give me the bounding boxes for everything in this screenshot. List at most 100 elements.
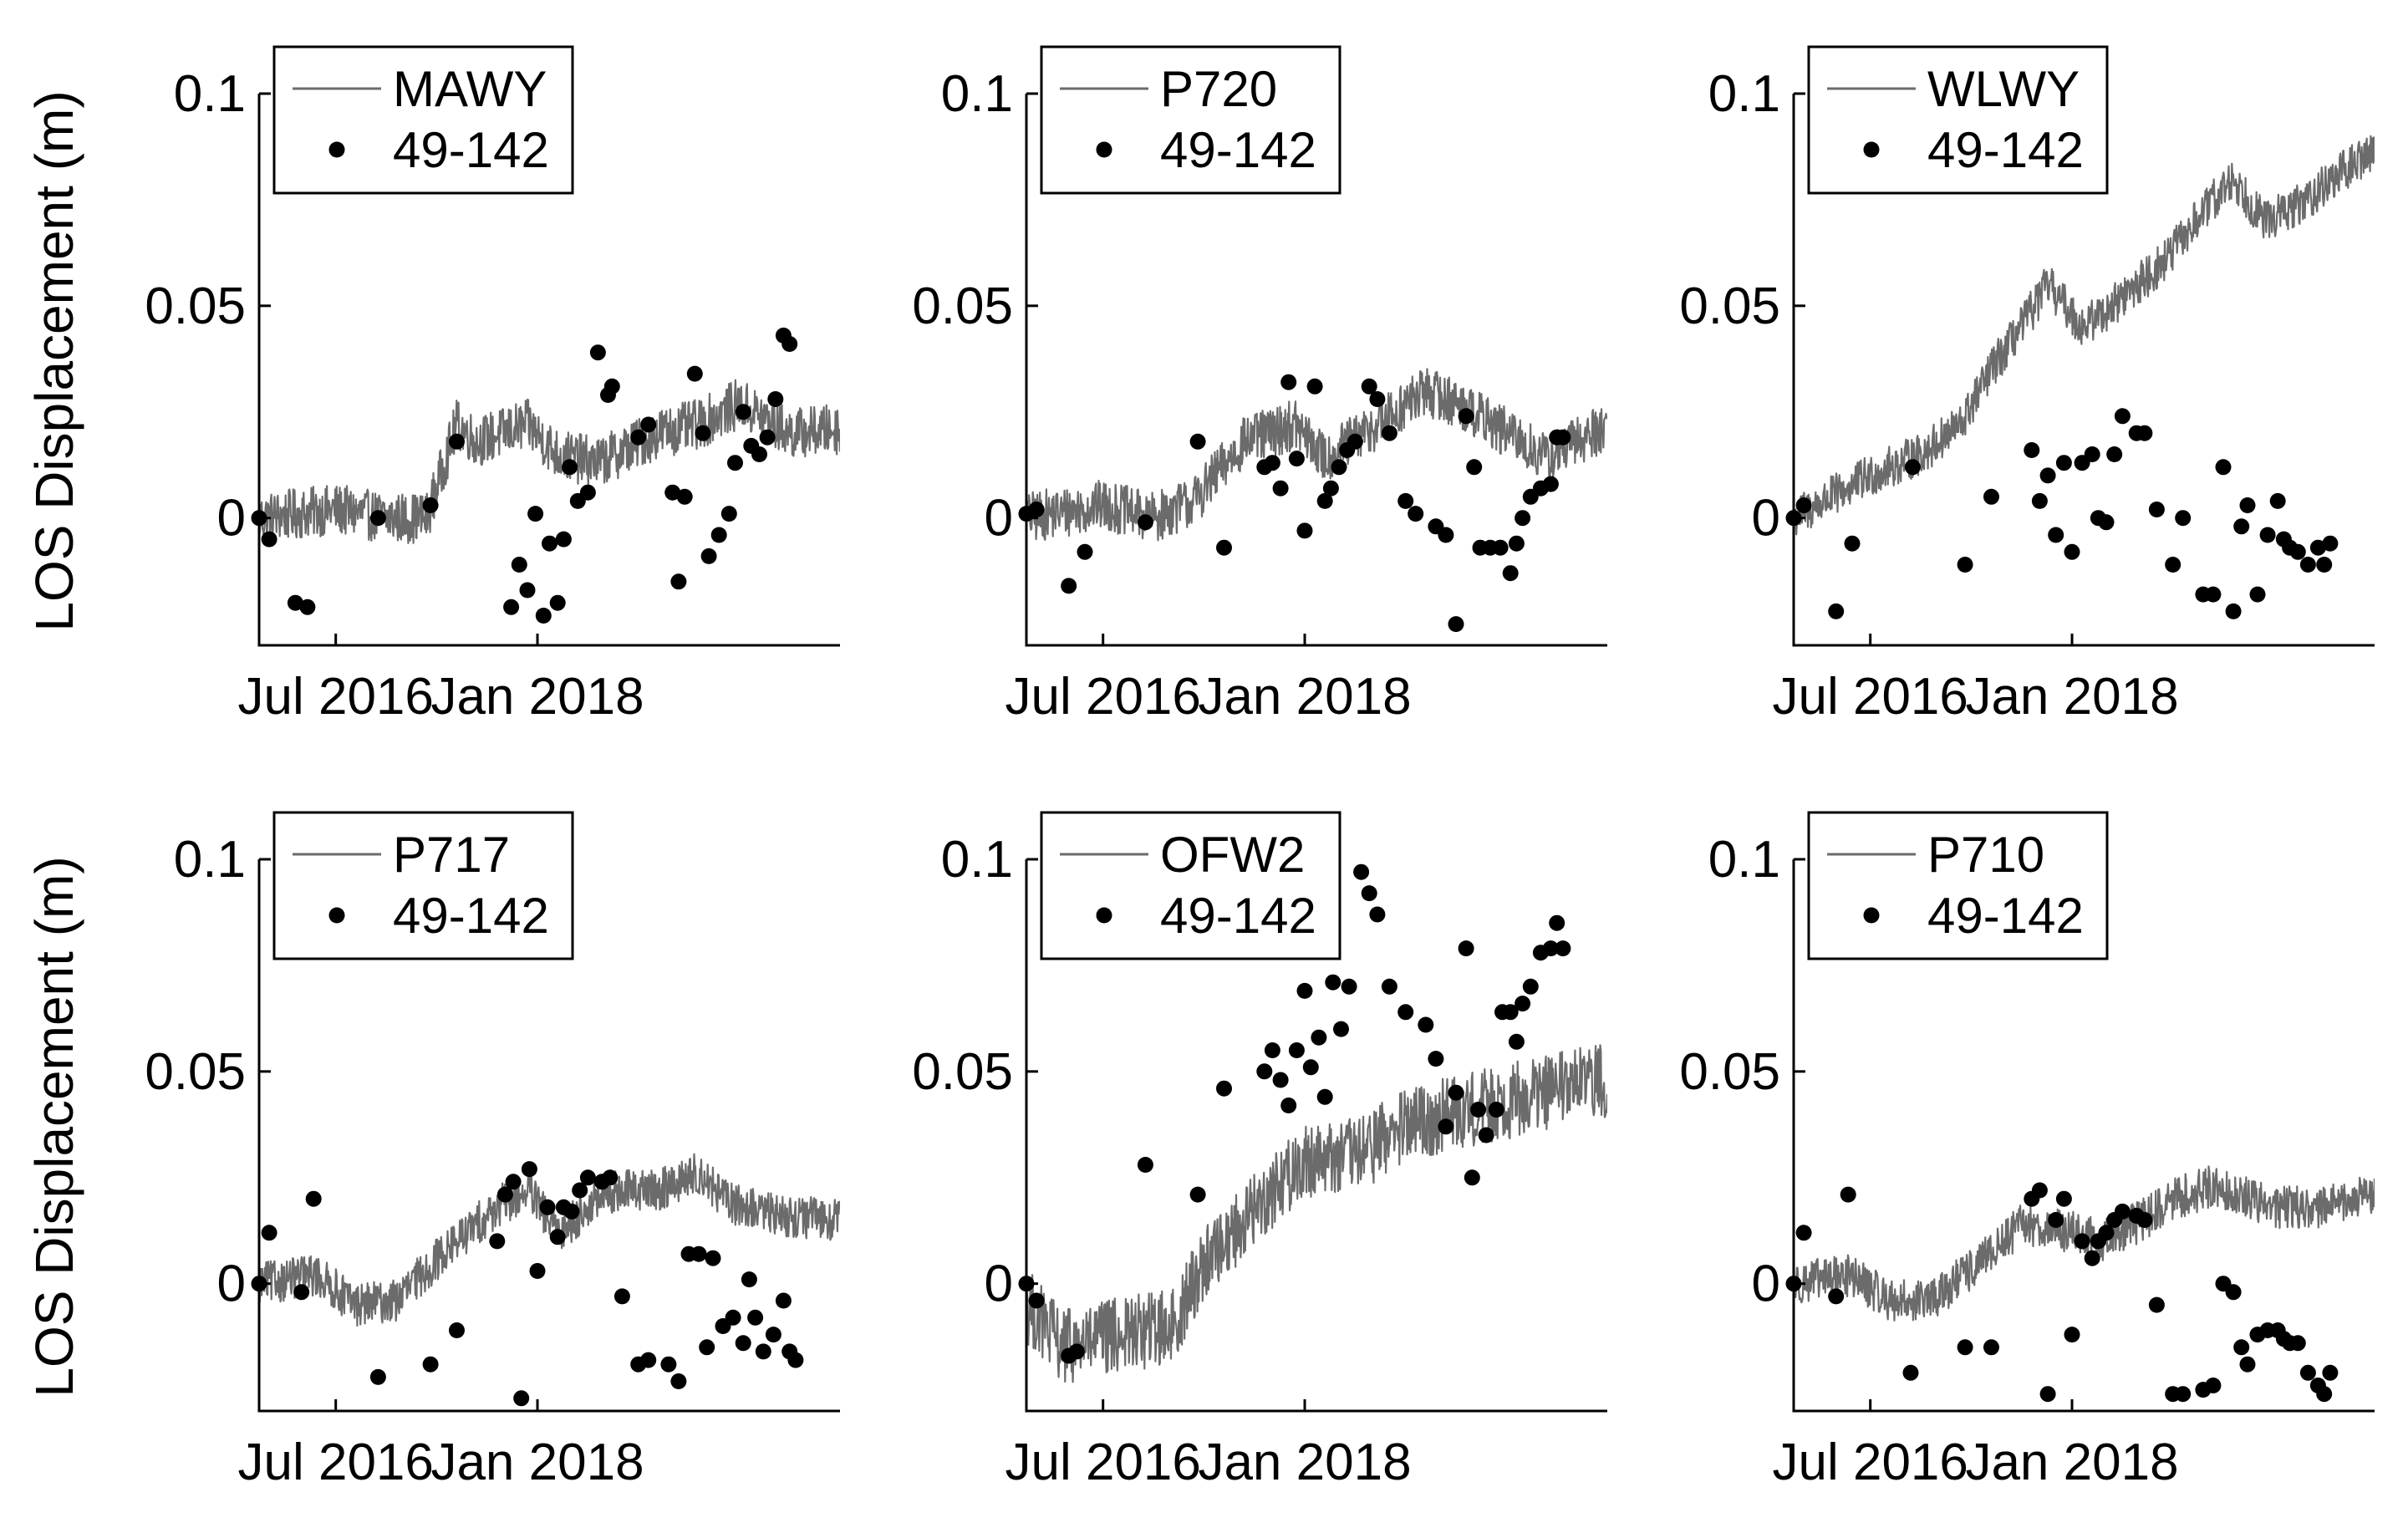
insar-data-point	[1280, 374, 1297, 390]
insar-data-point	[1448, 1084, 1464, 1101]
insar-data-point	[1983, 488, 1999, 505]
insar-data-point	[2309, 539, 2326, 556]
insar-data-point	[1311, 1029, 1327, 1046]
insar-data-point	[1264, 455, 1280, 471]
insar-data-point	[2205, 586, 2222, 603]
insar-data-point	[1280, 1098, 1297, 1113]
y-axis-label: LOS Displacement (m)	[24, 90, 84, 631]
insar-data-point	[2322, 535, 2339, 552]
insar-data-point	[521, 1161, 537, 1178]
y-tick-label: 0.05	[912, 278, 1013, 335]
insar-data-point	[765, 1327, 781, 1343]
insar-data-point	[1438, 1118, 1454, 1135]
insar-data-point	[1397, 1004, 1414, 1021]
y-tick-label: 0	[985, 1256, 1013, 1313]
insar-data-point	[422, 497, 439, 513]
insar-data-point	[1316, 1088, 1333, 1105]
insar-data-point	[640, 1352, 657, 1368]
insar-data-point	[1502, 565, 1519, 582]
y-tick-label: 0.1	[941, 65, 1013, 123]
insar-data-point	[1844, 535, 1861, 552]
insar-data-point	[1508, 1033, 1525, 1050]
insar-data-point	[2239, 497, 2256, 513]
insar-data-point	[489, 1233, 506, 1250]
x-tick-label: Jul 2016	[237, 1434, 433, 1491]
insar-data-point	[2084, 1250, 2100, 1266]
legend-entry-station: OFW2	[1160, 827, 1305, 883]
insar-data-point	[449, 433, 465, 450]
insar-data-point	[549, 594, 566, 611]
insar-data-point	[1288, 1042, 1305, 1058]
y-tick-label: 0.1	[941, 831, 1013, 889]
insar-data-point	[1555, 429, 1571, 446]
insar-data-point	[686, 365, 703, 382]
insar-data-point	[1478, 1127, 1494, 1143]
insar-data-point	[529, 1263, 546, 1279]
insar-data-point	[2299, 557, 2316, 573]
insar-data-point	[2175, 1386, 2192, 1403]
insar-data-point	[1448, 616, 1464, 633]
insar-data-point	[1381, 425, 1397, 441]
insar-data-point	[527, 506, 544, 522]
insar-data-point	[1137, 1157, 1153, 1173]
legend-entry-track: 49-142	[393, 888, 549, 944]
insar-data-point	[2225, 1284, 2242, 1301]
insar-data-point	[562, 459, 578, 476]
insar-data-point	[1828, 603, 1845, 619]
insar-data-point	[589, 344, 606, 361]
insar-data-point	[2106, 446, 2123, 462]
y-tick-label: 0	[217, 1256, 246, 1313]
insar-data-point	[787, 1352, 804, 1368]
insar-data-point	[503, 598, 520, 615]
gnss-series-line	[259, 1153, 840, 1327]
y-tick-label: 0.1	[1708, 65, 1780, 123]
insar-data-point	[602, 1169, 619, 1186]
insar-data-point	[1137, 514, 1153, 531]
insar-data-point	[1306, 378, 1323, 395]
insar-data-point	[2233, 1339, 2250, 1356]
insar-data-point	[1492, 539, 1509, 556]
insar-data-point	[2098, 514, 2115, 531]
insar-data-point	[2165, 557, 2181, 573]
legend-box	[1807, 45, 2109, 195]
x-tick-label: Jan 2018	[1198, 1434, 1411, 1491]
insar-data-point	[735, 1335, 751, 1352]
insar-data-point	[2322, 1364, 2339, 1381]
insar-data-point	[496, 1186, 513, 1203]
insar-data-point	[2205, 1378, 2222, 1393]
insar-data-point	[305, 1190, 322, 1207]
insar-data-point	[563, 1203, 580, 1220]
x-tick-label: Jan 2018	[430, 668, 644, 726]
y-axis-label: LOS Displacement (m)	[24, 856, 84, 1397]
insar-data-point	[261, 531, 277, 548]
insar-data-point	[1302, 1059, 1319, 1076]
insar-data-point	[2289, 1335, 2306, 1352]
insar-data-point	[2098, 1225, 2115, 1241]
insar-data-point	[293, 1284, 310, 1301]
insar-data-point	[505, 1174, 522, 1190]
insar-data-point	[1216, 1080, 1232, 1097]
insar-data-point	[690, 1245, 707, 1262]
insar-data-point	[1316, 492, 1333, 509]
insar-data-point	[299, 598, 316, 615]
insar-data-point	[664, 484, 681, 501]
insar-data-point	[2084, 446, 2100, 462]
x-tick-label: Jan 2018	[1965, 668, 2178, 726]
x-tick-label: Jan 2018	[1198, 668, 1411, 726]
insar-data-point	[1028, 502, 1045, 517]
insar-data-point	[1902, 1364, 1919, 1381]
insar-data-point	[670, 1373, 687, 1389]
insar-data-point	[1522, 978, 1539, 995]
x-tick-label: Jan 2018	[1965, 1434, 2178, 1491]
y-tick-label: 0	[1752, 1256, 1780, 1313]
insar-data-point	[725, 1309, 741, 1326]
axes	[257, 859, 840, 1413]
